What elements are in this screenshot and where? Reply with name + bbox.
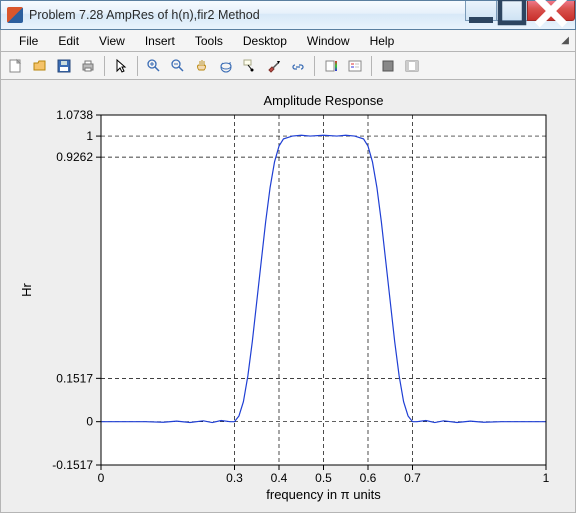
toolbar-separator bbox=[371, 56, 372, 76]
plot-container: 0 0.3 0.4 0.5 0.6 0.7 1 -0.1517 0 0.1517 0.9262 1 1.… bbox=[11, 85, 566, 503]
toolbar-separator bbox=[104, 56, 105, 76]
datacursor-icon[interactable] bbox=[239, 55, 261, 77]
rotate3d-icon[interactable] bbox=[215, 55, 237, 77]
x-tick-label: 0.4 bbox=[271, 471, 288, 485]
minimize-button[interactable] bbox=[465, 1, 497, 21]
save-icon[interactable] bbox=[53, 55, 75, 77]
menu-window[interactable]: Window bbox=[297, 32, 360, 50]
svg-text:▾: ▾ bbox=[277, 60, 280, 66]
y-tick-label: -0.1517 bbox=[52, 458, 93, 472]
menu-insert[interactable]: Insert bbox=[135, 32, 185, 50]
close-button[interactable] bbox=[527, 1, 575, 21]
x-tick-label: 0 bbox=[98, 471, 105, 485]
y-tick-label: 1.0738 bbox=[56, 108, 93, 122]
menu-help[interactable]: Help bbox=[360, 32, 405, 50]
colorbar-icon[interactable] bbox=[320, 55, 342, 77]
zoom-in-icon[interactable] bbox=[143, 55, 165, 77]
window-controls bbox=[466, 1, 575, 21]
toolbar: ▾ bbox=[0, 52, 576, 80]
menu-desktop[interactable]: Desktop bbox=[233, 32, 297, 50]
x-tick-label: 0.5 bbox=[315, 471, 332, 485]
new-figure-icon[interactable] bbox=[5, 55, 27, 77]
window-title: Problem 7.28 AmpRes of h(n),fir2 Method bbox=[29, 8, 260, 22]
pan-icon[interactable] bbox=[191, 55, 213, 77]
plot-title: Amplitude Response bbox=[264, 93, 384, 108]
brush-icon[interactable]: ▾ bbox=[263, 55, 285, 77]
menu-view[interactable]: View bbox=[89, 32, 135, 50]
y-tick-label: 0.1517 bbox=[56, 371, 93, 385]
legend-icon[interactable] bbox=[344, 55, 366, 77]
menu-edit[interactable]: Edit bbox=[48, 32, 89, 50]
menu-tools[interactable]: Tools bbox=[185, 32, 233, 50]
menubar: File Edit View Insert Tools Desktop Wind… bbox=[0, 30, 576, 52]
print-icon[interactable] bbox=[77, 55, 99, 77]
y-tick-label: 0.9262 bbox=[56, 150, 93, 164]
window-titlebar: Problem 7.28 AmpRes of h(n),fir2 Method bbox=[0, 0, 576, 30]
x-tick-label: 0.6 bbox=[360, 471, 377, 485]
maximize-button[interactable] bbox=[496, 1, 528, 21]
y-tick-label: 1 bbox=[86, 129, 93, 143]
plot-svg: 0 0.3 0.4 0.5 0.6 0.7 1 -0.1517 0 0.1517 0.9262 1 1.… bbox=[11, 85, 566, 503]
menu-overflow-icon[interactable]: ◢ bbox=[561, 35, 569, 46]
x-axis-label: frequency in π units bbox=[266, 487, 381, 502]
toolbar-separator bbox=[137, 56, 138, 76]
matlab-icon bbox=[7, 7, 23, 23]
x-tick-label: 0.7 bbox=[404, 471, 421, 485]
x-tick-label: 1 bbox=[543, 471, 550, 485]
toolbar-separator bbox=[314, 56, 315, 76]
hide-tools-icon[interactable] bbox=[377, 55, 399, 77]
zoom-out-icon[interactable] bbox=[167, 55, 189, 77]
pointer-icon[interactable] bbox=[110, 55, 132, 77]
y-axis-label: Hr bbox=[19, 282, 34, 296]
y-tick-label: 0 bbox=[86, 415, 93, 429]
link-icon[interactable] bbox=[287, 55, 309, 77]
menu-file[interactable]: File bbox=[9, 32, 48, 50]
open-icon[interactable] bbox=[29, 55, 51, 77]
show-tools-icon[interactable] bbox=[401, 55, 423, 77]
figure-area: 0 0.3 0.4 0.5 0.6 0.7 1 -0.1517 0 0.1517 0.9262 1 1.… bbox=[0, 80, 576, 513]
x-tick-label: 0.3 bbox=[226, 471, 243, 485]
